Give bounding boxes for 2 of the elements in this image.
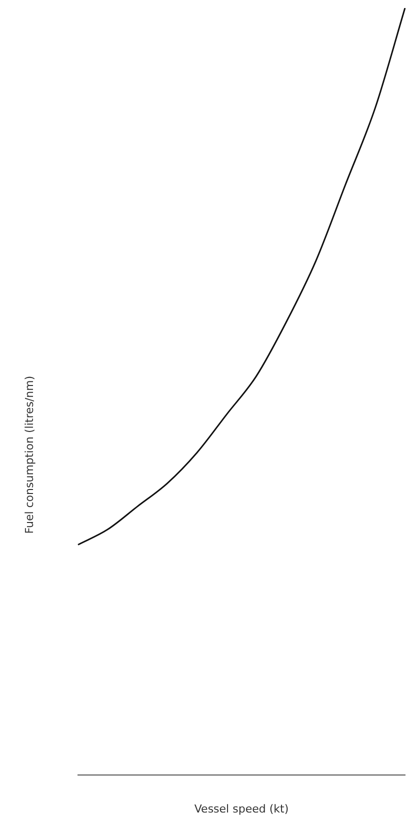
- x-axis-title: Vessel speed (kt): [194, 802, 289, 816]
- y-axis-title: Fuel consumption (litres/nm): [22, 376, 36, 534]
